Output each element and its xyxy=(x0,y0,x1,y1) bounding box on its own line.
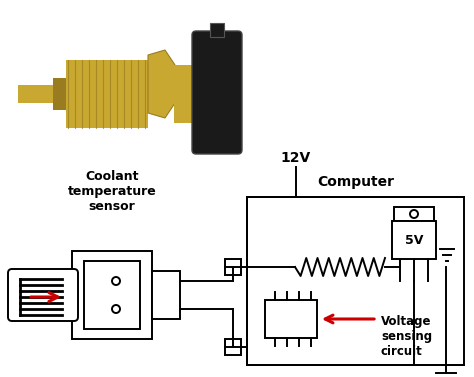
Bar xyxy=(152,271,180,319)
Bar xyxy=(174,65,199,123)
Bar xyxy=(392,221,436,259)
Text: 12V: 12V xyxy=(281,151,311,165)
Bar xyxy=(84,261,140,329)
Bar xyxy=(72,251,152,339)
Bar xyxy=(225,339,241,355)
Bar xyxy=(247,197,464,365)
Bar xyxy=(53,78,67,110)
Bar xyxy=(225,259,241,275)
Text: Computer: Computer xyxy=(317,175,394,189)
Bar xyxy=(265,300,317,338)
Bar xyxy=(210,23,224,37)
FancyBboxPatch shape xyxy=(192,31,242,154)
Polygon shape xyxy=(148,50,175,118)
Bar xyxy=(66,60,148,128)
Bar xyxy=(394,207,434,221)
Text: 5V: 5V xyxy=(405,233,423,247)
Text: Voltage
sensing
circuit: Voltage sensing circuit xyxy=(381,315,432,358)
Text: Coolant
temperature
sensor: Coolant temperature sensor xyxy=(68,170,156,213)
FancyBboxPatch shape xyxy=(8,269,78,321)
Bar xyxy=(18,85,56,103)
